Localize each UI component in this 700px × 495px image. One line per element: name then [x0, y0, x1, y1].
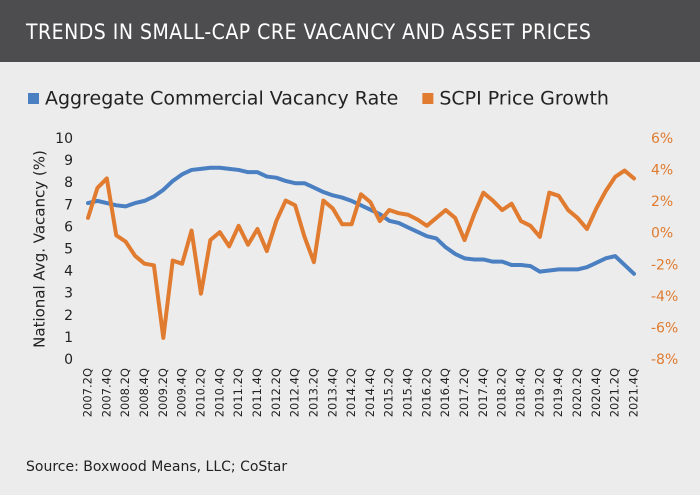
x-tick-label: 2012.4Q [288, 368, 302, 417]
y-tick-label: 1 [64, 330, 73, 346]
x-tick-label: 2018.2Q [495, 368, 509, 417]
y2-tick-label: -8% [651, 352, 678, 368]
x-tick-label: 2013.2Q [306, 368, 320, 417]
x-tick-label: 2016.2Q [419, 368, 433, 417]
legend-label: SCPI Price Growth [439, 88, 609, 110]
y2-tick-label: 6% [651, 131, 673, 147]
x-tick-label: 2018.4Q [514, 368, 528, 417]
x-tick-label: 2012.2Q [269, 368, 283, 417]
x-tick-label: 2019.4Q [551, 368, 565, 417]
series-line [86, 168, 636, 340]
y2-tick-label: -6% [651, 320, 678, 336]
y-tick-label: 9 [64, 153, 73, 169]
header-bar [0, 0, 700, 62]
x-tick-label: 2010.4Q [212, 368, 226, 417]
y-tick-label: 6 [64, 219, 73, 235]
x-tick-label: 2015.4Q [401, 368, 415, 417]
y-tick-label: 4 [64, 264, 73, 280]
x-tick-label: 2007.4Q [99, 368, 113, 417]
x-tick-label: 2021.2Q [608, 368, 622, 417]
x-tick-label: 2011.2Q [231, 368, 245, 417]
chart-title: TRENDS IN SMALL-CAP CRE VACANCY AND ASSE… [25, 20, 591, 44]
x-tick-label: 2014.4Q [363, 368, 377, 417]
x-tick-label: 2015.2Q [382, 368, 396, 417]
y2-tick-label: 2% [651, 194, 673, 210]
y-axis-label: National Avg. Vacancy (%) [31, 150, 49, 348]
y2-tick-label: 0% [651, 226, 673, 242]
x-tick-label: 2013.4Q [325, 368, 339, 417]
y2-tick-label: 4% [651, 163, 673, 179]
x-tick-label: 2020.4Q [589, 368, 603, 417]
series-line [86, 165, 636, 276]
y-tick-label: 2 [64, 308, 73, 324]
x-tick-label: 2021.4Q [627, 368, 641, 417]
y-tick-label: 10 [55, 131, 73, 147]
y-tick-label: 0 [64, 352, 73, 368]
legend-swatch [422, 93, 434, 104]
x-tick-label: 2007.2Q [81, 368, 95, 417]
x-tick-label: 2009.2Q [156, 368, 170, 417]
x-tick-label: 2020.2Q [570, 368, 584, 417]
y-tick-label: 7 [64, 197, 73, 213]
y-tick-label: 8 [64, 175, 73, 191]
x-tick-label: 2019.2Q [532, 368, 546, 417]
y2-tick-label: -4% [651, 289, 678, 305]
x-tick-label: 2011.4Q [250, 368, 264, 417]
x-tick-label: 2017.2Q [457, 368, 471, 417]
y-tick-label: 5 [64, 242, 73, 258]
y2-tick-label: -2% [651, 257, 678, 273]
x-tick-label: 2010.2Q [193, 368, 207, 417]
x-tick-label: 2016.4Q [438, 368, 452, 417]
x-tick-label: 2008.2Q [118, 368, 132, 417]
legend-label: Aggregate Commercial Vacancy Rate [45, 88, 398, 110]
x-tick-label: 2008.4Q [137, 368, 151, 417]
y-tick-label: 3 [64, 286, 73, 302]
x-tick-label: 2017.4Q [476, 368, 490, 417]
x-tick-label: 2014.2Q [344, 368, 358, 417]
x-tick-label: 2009.4Q [175, 368, 189, 417]
legend-swatch [28, 93, 39, 104]
source-note: Source: Boxwood Means, LLC; CoStar [26, 459, 287, 475]
